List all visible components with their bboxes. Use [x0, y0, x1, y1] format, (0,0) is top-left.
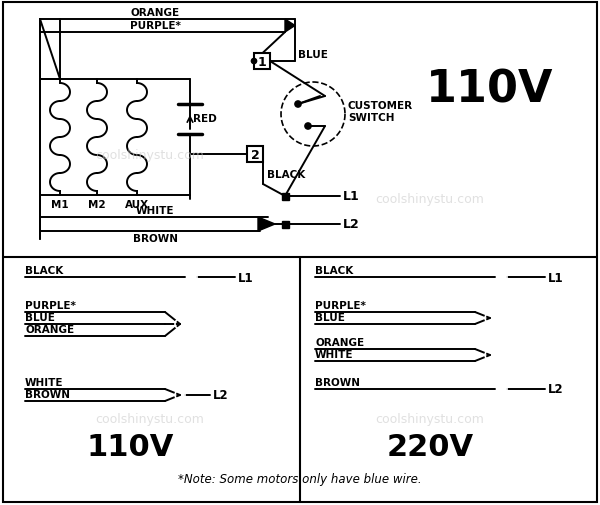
Text: L2: L2: [213, 389, 229, 401]
Text: 1: 1: [257, 56, 266, 68]
Text: M1: M1: [51, 199, 69, 210]
Text: L1: L1: [343, 190, 360, 203]
Circle shape: [251, 60, 257, 64]
Text: BLACK: BLACK: [315, 266, 353, 275]
Bar: [281, 221, 289, 228]
Text: L1: L1: [238, 271, 254, 284]
Text: RED: RED: [193, 114, 217, 124]
Text: PURPLE*: PURPLE*: [25, 300, 76, 311]
Polygon shape: [258, 218, 275, 231]
FancyBboxPatch shape: [247, 147, 263, 163]
Text: L2: L2: [343, 218, 360, 231]
Text: L2: L2: [548, 383, 563, 396]
Text: L1: L1: [548, 271, 563, 284]
Text: ORANGE: ORANGE: [315, 337, 364, 347]
Text: 2: 2: [251, 148, 259, 161]
Bar: [281, 193, 289, 200]
Text: 110V: 110V: [426, 68, 554, 111]
Text: coolshinystu.com: coolshinystu.com: [95, 148, 205, 161]
Text: PURPLE*: PURPLE*: [315, 300, 366, 311]
Text: BROWN: BROWN: [315, 377, 360, 387]
Text: CUSTOMER
SWITCH: CUSTOMER SWITCH: [348, 101, 413, 123]
Text: ORANGE: ORANGE: [130, 8, 179, 18]
Text: PURPLE*: PURPLE*: [130, 21, 181, 31]
Text: M2: M2: [88, 199, 106, 210]
Text: BROWN: BROWN: [133, 233, 178, 243]
Text: 110V: 110V: [86, 433, 173, 462]
Text: coolshinystu.com: coolshinystu.com: [376, 193, 484, 206]
Circle shape: [295, 102, 301, 108]
Text: BLUE: BLUE: [25, 313, 55, 322]
Text: BLACK: BLACK: [25, 266, 63, 275]
Text: AUX: AUX: [125, 199, 149, 210]
Text: BLACK: BLACK: [267, 170, 305, 180]
Text: 220V: 220V: [386, 433, 473, 462]
Polygon shape: [285, 20, 295, 33]
Text: coolshinystu.com: coolshinystu.com: [95, 413, 205, 426]
FancyBboxPatch shape: [254, 54, 270, 70]
Text: BROWN: BROWN: [25, 389, 70, 399]
Text: WHITE: WHITE: [315, 349, 353, 359]
Text: ORANGE: ORANGE: [25, 324, 74, 334]
Text: *Note: Some motors only have blue wire.: *Note: Some motors only have blue wire.: [178, 473, 422, 485]
FancyBboxPatch shape: [3, 3, 597, 502]
Text: coolshinystu.com: coolshinystu.com: [376, 413, 484, 426]
Circle shape: [305, 124, 311, 130]
Text: BLUE: BLUE: [298, 50, 328, 60]
Text: WHITE: WHITE: [136, 206, 174, 216]
Text: BLUE: BLUE: [315, 313, 345, 322]
Text: WHITE: WHITE: [25, 377, 64, 387]
